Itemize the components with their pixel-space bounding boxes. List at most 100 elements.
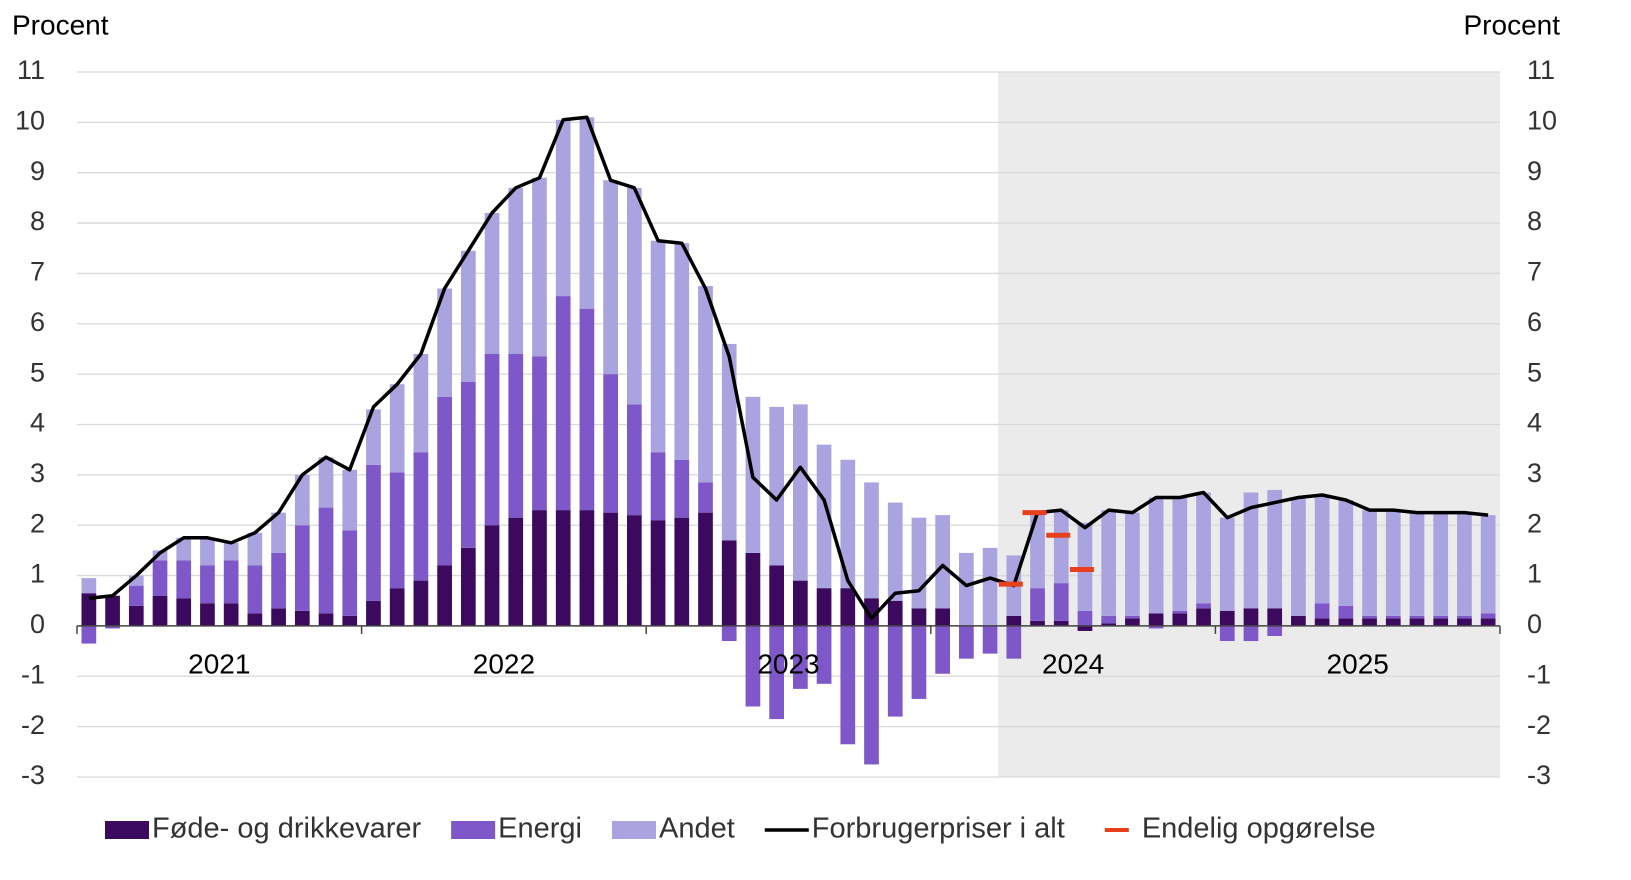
y2-tick-label: 3 [1527, 458, 1542, 488]
bar [176, 598, 192, 626]
bar [508, 354, 524, 518]
bar [413, 580, 429, 626]
bar [1338, 618, 1354, 626]
y2-tick-label: 6 [1527, 307, 1542, 337]
bar [152, 595, 168, 626]
bar [935, 608, 951, 626]
bar [1030, 620, 1045, 626]
bar [460, 381, 476, 548]
bar [982, 625, 998, 654]
bar [152, 550, 168, 561]
bar [342, 615, 358, 626]
bar [532, 356, 547, 511]
bar [1053, 620, 1069, 626]
bar [1457, 618, 1472, 626]
bar [1125, 618, 1140, 626]
bar [1314, 495, 1330, 604]
bar [698, 286, 713, 483]
bar [389, 588, 405, 626]
bar [1006, 625, 1022, 659]
bar [271, 552, 286, 609]
bar [1006, 615, 1022, 626]
bar [1433, 615, 1449, 619]
y2-tick-label: -1 [1527, 659, 1551, 689]
legend-item: Føde- og drikkevarer [105, 813, 421, 845]
y-tick-label: 6 [30, 307, 45, 337]
bar [626, 187, 642, 405]
y-tick-label: 4 [30, 408, 45, 438]
bar [1243, 625, 1259, 642]
bar [959, 552, 974, 626]
bar [318, 507, 334, 614]
bar [816, 588, 832, 626]
y2-tick-label: 4 [1527, 408, 1542, 438]
bar [1101, 615, 1117, 624]
x-tick-label: 2022 [473, 648, 535, 679]
bar [223, 603, 239, 626]
bar [200, 537, 215, 566]
bar [793, 580, 808, 626]
bar [1409, 512, 1425, 616]
bar [650, 240, 666, 453]
bar [793, 625, 808, 689]
bar [176, 537, 192, 561]
bar [982, 547, 998, 626]
y-tick-label: 1 [30, 559, 45, 589]
bar [271, 608, 286, 626]
bar [128, 605, 144, 626]
bar [366, 464, 381, 601]
legend-swatch [451, 821, 496, 839]
y-tick-label: 3 [30, 458, 45, 488]
y2-tick-label: 1 [1527, 559, 1542, 589]
bar [1172, 613, 1188, 626]
bar [294, 474, 310, 526]
bar [318, 457, 334, 508]
bar [1480, 618, 1496, 626]
bar [1385, 615, 1401, 619]
bar [81, 625, 97, 644]
bar [460, 547, 476, 626]
bar [342, 469, 358, 531]
bar [1172, 610, 1188, 614]
bar [1362, 510, 1377, 616]
bar [176, 560, 192, 599]
y-tick-label: 0 [30, 609, 45, 639]
bar [413, 354, 429, 453]
bar [626, 515, 642, 626]
bar [793, 404, 808, 581]
bar [555, 119, 571, 297]
bar [1030, 512, 1045, 589]
bar [769, 565, 784, 626]
bar [816, 625, 832, 684]
bar [508, 517, 524, 626]
bar [1243, 492, 1259, 609]
bar [1219, 517, 1235, 611]
bar [366, 600, 381, 626]
bar [674, 459, 690, 518]
y-axis-label: Procent [12, 9, 109, 40]
bar [911, 608, 927, 626]
legend-item: Andet [611, 813, 735, 845]
y-tick-label: 11 [17, 55, 45, 85]
bar [1385, 618, 1401, 626]
bar [1291, 615, 1306, 626]
bar [698, 512, 713, 626]
y-tick-label: 10 [15, 105, 45, 135]
bar [864, 625, 879, 765]
bar [1338, 605, 1354, 619]
bar [81, 593, 97, 626]
bar [721, 343, 737, 541]
bar [650, 452, 666, 521]
bar [626, 404, 642, 516]
bar [816, 444, 832, 589]
bar [887, 502, 903, 601]
bar [1196, 608, 1211, 626]
bar [935, 625, 951, 674]
bar [887, 600, 903, 626]
bar [1433, 618, 1449, 626]
legend-swatch [611, 821, 656, 839]
bar [555, 510, 571, 626]
bar [247, 613, 263, 626]
bar [1053, 510, 1069, 584]
bar [1243, 608, 1259, 626]
